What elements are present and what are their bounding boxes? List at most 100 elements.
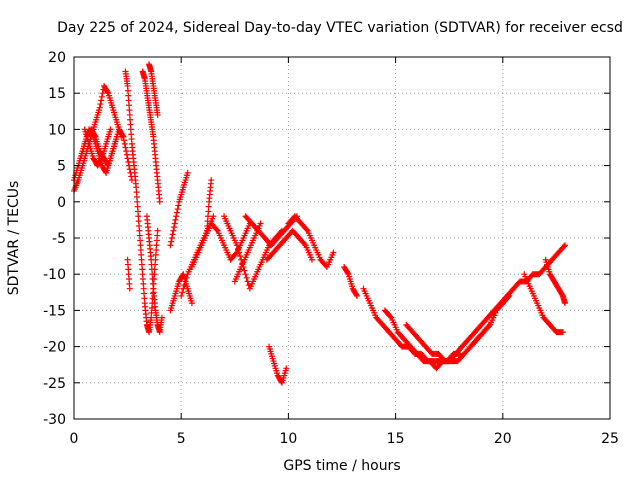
y-tick-label: -20 <box>43 340 66 356</box>
y-tick-label: -10 <box>43 267 66 283</box>
y-tick-label: 0 <box>57 195 66 211</box>
data-point <box>181 282 188 289</box>
series-sat-f <box>139 68 163 205</box>
grid-lines <box>74 57 610 419</box>
y-tick-label: -25 <box>43 376 66 392</box>
data-point <box>98 156 105 163</box>
data-point <box>125 158 132 165</box>
data-point <box>237 253 244 260</box>
data-point <box>121 140 128 147</box>
data-point <box>170 227 177 234</box>
data-point <box>104 88 111 95</box>
data-point <box>89 132 96 139</box>
data-point <box>561 242 568 249</box>
data-point <box>122 144 129 151</box>
data-point <box>236 249 243 256</box>
x-tick-label: 5 <box>177 431 186 447</box>
y-tick-label: 5 <box>57 159 66 175</box>
data-point <box>119 132 126 139</box>
data-point <box>156 198 163 205</box>
series-sat-s <box>285 213 337 270</box>
series-sat-m <box>188 220 253 270</box>
data-point <box>257 220 264 227</box>
data-point <box>167 242 174 249</box>
x-tick-label: 15 <box>387 431 405 447</box>
data-point <box>171 224 178 231</box>
data-point <box>175 202 182 209</box>
axis-ticks: 0 5 10 15 20 25 -30 -25 -20 -15 -10 -5 0 5 10 15 20 <box>43 50 619 447</box>
data-point <box>210 213 217 220</box>
x-tick-label: 25 <box>601 431 619 447</box>
data-point <box>123 151 130 158</box>
y-tick-label: 20 <box>48 50 66 66</box>
data-point <box>96 104 103 111</box>
data-point <box>174 206 181 213</box>
data-point <box>235 245 242 252</box>
series-sat-k <box>167 169 191 249</box>
data-point <box>301 241 308 248</box>
y-axis-label: SDTVAR / TECUs <box>6 181 22 296</box>
y-tick-label: 10 <box>48 122 66 138</box>
data-point <box>283 365 290 372</box>
data-point <box>330 249 337 256</box>
data-point <box>99 90 106 97</box>
series-sat-g <box>146 61 161 118</box>
data-point <box>120 133 127 140</box>
data-points <box>71 61 568 386</box>
y-tick-label: 15 <box>48 86 66 102</box>
x-axis-label: GPS time / hours <box>283 458 400 474</box>
data-point <box>560 243 567 250</box>
data-point <box>107 126 114 133</box>
data-point <box>179 289 186 296</box>
data-point <box>173 213 180 220</box>
series-sat-v <box>360 285 463 365</box>
series-sat-t <box>266 343 290 386</box>
data-point <box>303 226 310 233</box>
data-point <box>124 155 131 162</box>
data-point <box>561 300 568 307</box>
data-point <box>354 292 361 299</box>
data-point <box>98 97 105 104</box>
series-sat-o <box>221 213 285 292</box>
data-point <box>123 148 130 155</box>
series-sat-i <box>124 256 133 292</box>
data-point <box>243 274 250 281</box>
data-point <box>506 292 513 299</box>
y-tick-label: -30 <box>43 412 66 428</box>
series-sat-h <box>143 213 165 336</box>
data-point <box>308 256 315 263</box>
data-point <box>241 267 248 274</box>
y-tick-label: -15 <box>43 303 66 319</box>
series-sat-u <box>341 263 361 299</box>
data-point <box>244 278 251 285</box>
data-point <box>184 169 191 176</box>
data-point <box>232 250 239 257</box>
series-sat-aa <box>521 271 566 336</box>
x-tick-label: 0 <box>70 431 79 447</box>
data-point <box>387 313 394 320</box>
data-point <box>182 278 189 285</box>
data-point <box>98 93 105 100</box>
data-point <box>188 300 195 307</box>
data-point <box>97 101 104 108</box>
data-point <box>168 235 175 241</box>
series-sat-r <box>263 227 315 263</box>
data-point <box>154 111 161 118</box>
data-point <box>172 216 179 223</box>
data-point <box>213 226 220 233</box>
data-point <box>559 329 566 336</box>
series-sat-n <box>203 177 215 234</box>
series-sat-z <box>467 292 513 350</box>
series-sat-y <box>446 242 568 365</box>
data-point <box>158 314 165 321</box>
data-point <box>233 242 240 249</box>
data-point <box>121 137 128 144</box>
x-tick-label: 20 <box>494 431 512 447</box>
data-point <box>171 220 178 227</box>
data-point <box>208 177 215 184</box>
data-point <box>126 162 133 169</box>
data-point <box>180 285 187 292</box>
data-point <box>168 238 175 245</box>
series-sat-e <box>122 68 161 336</box>
